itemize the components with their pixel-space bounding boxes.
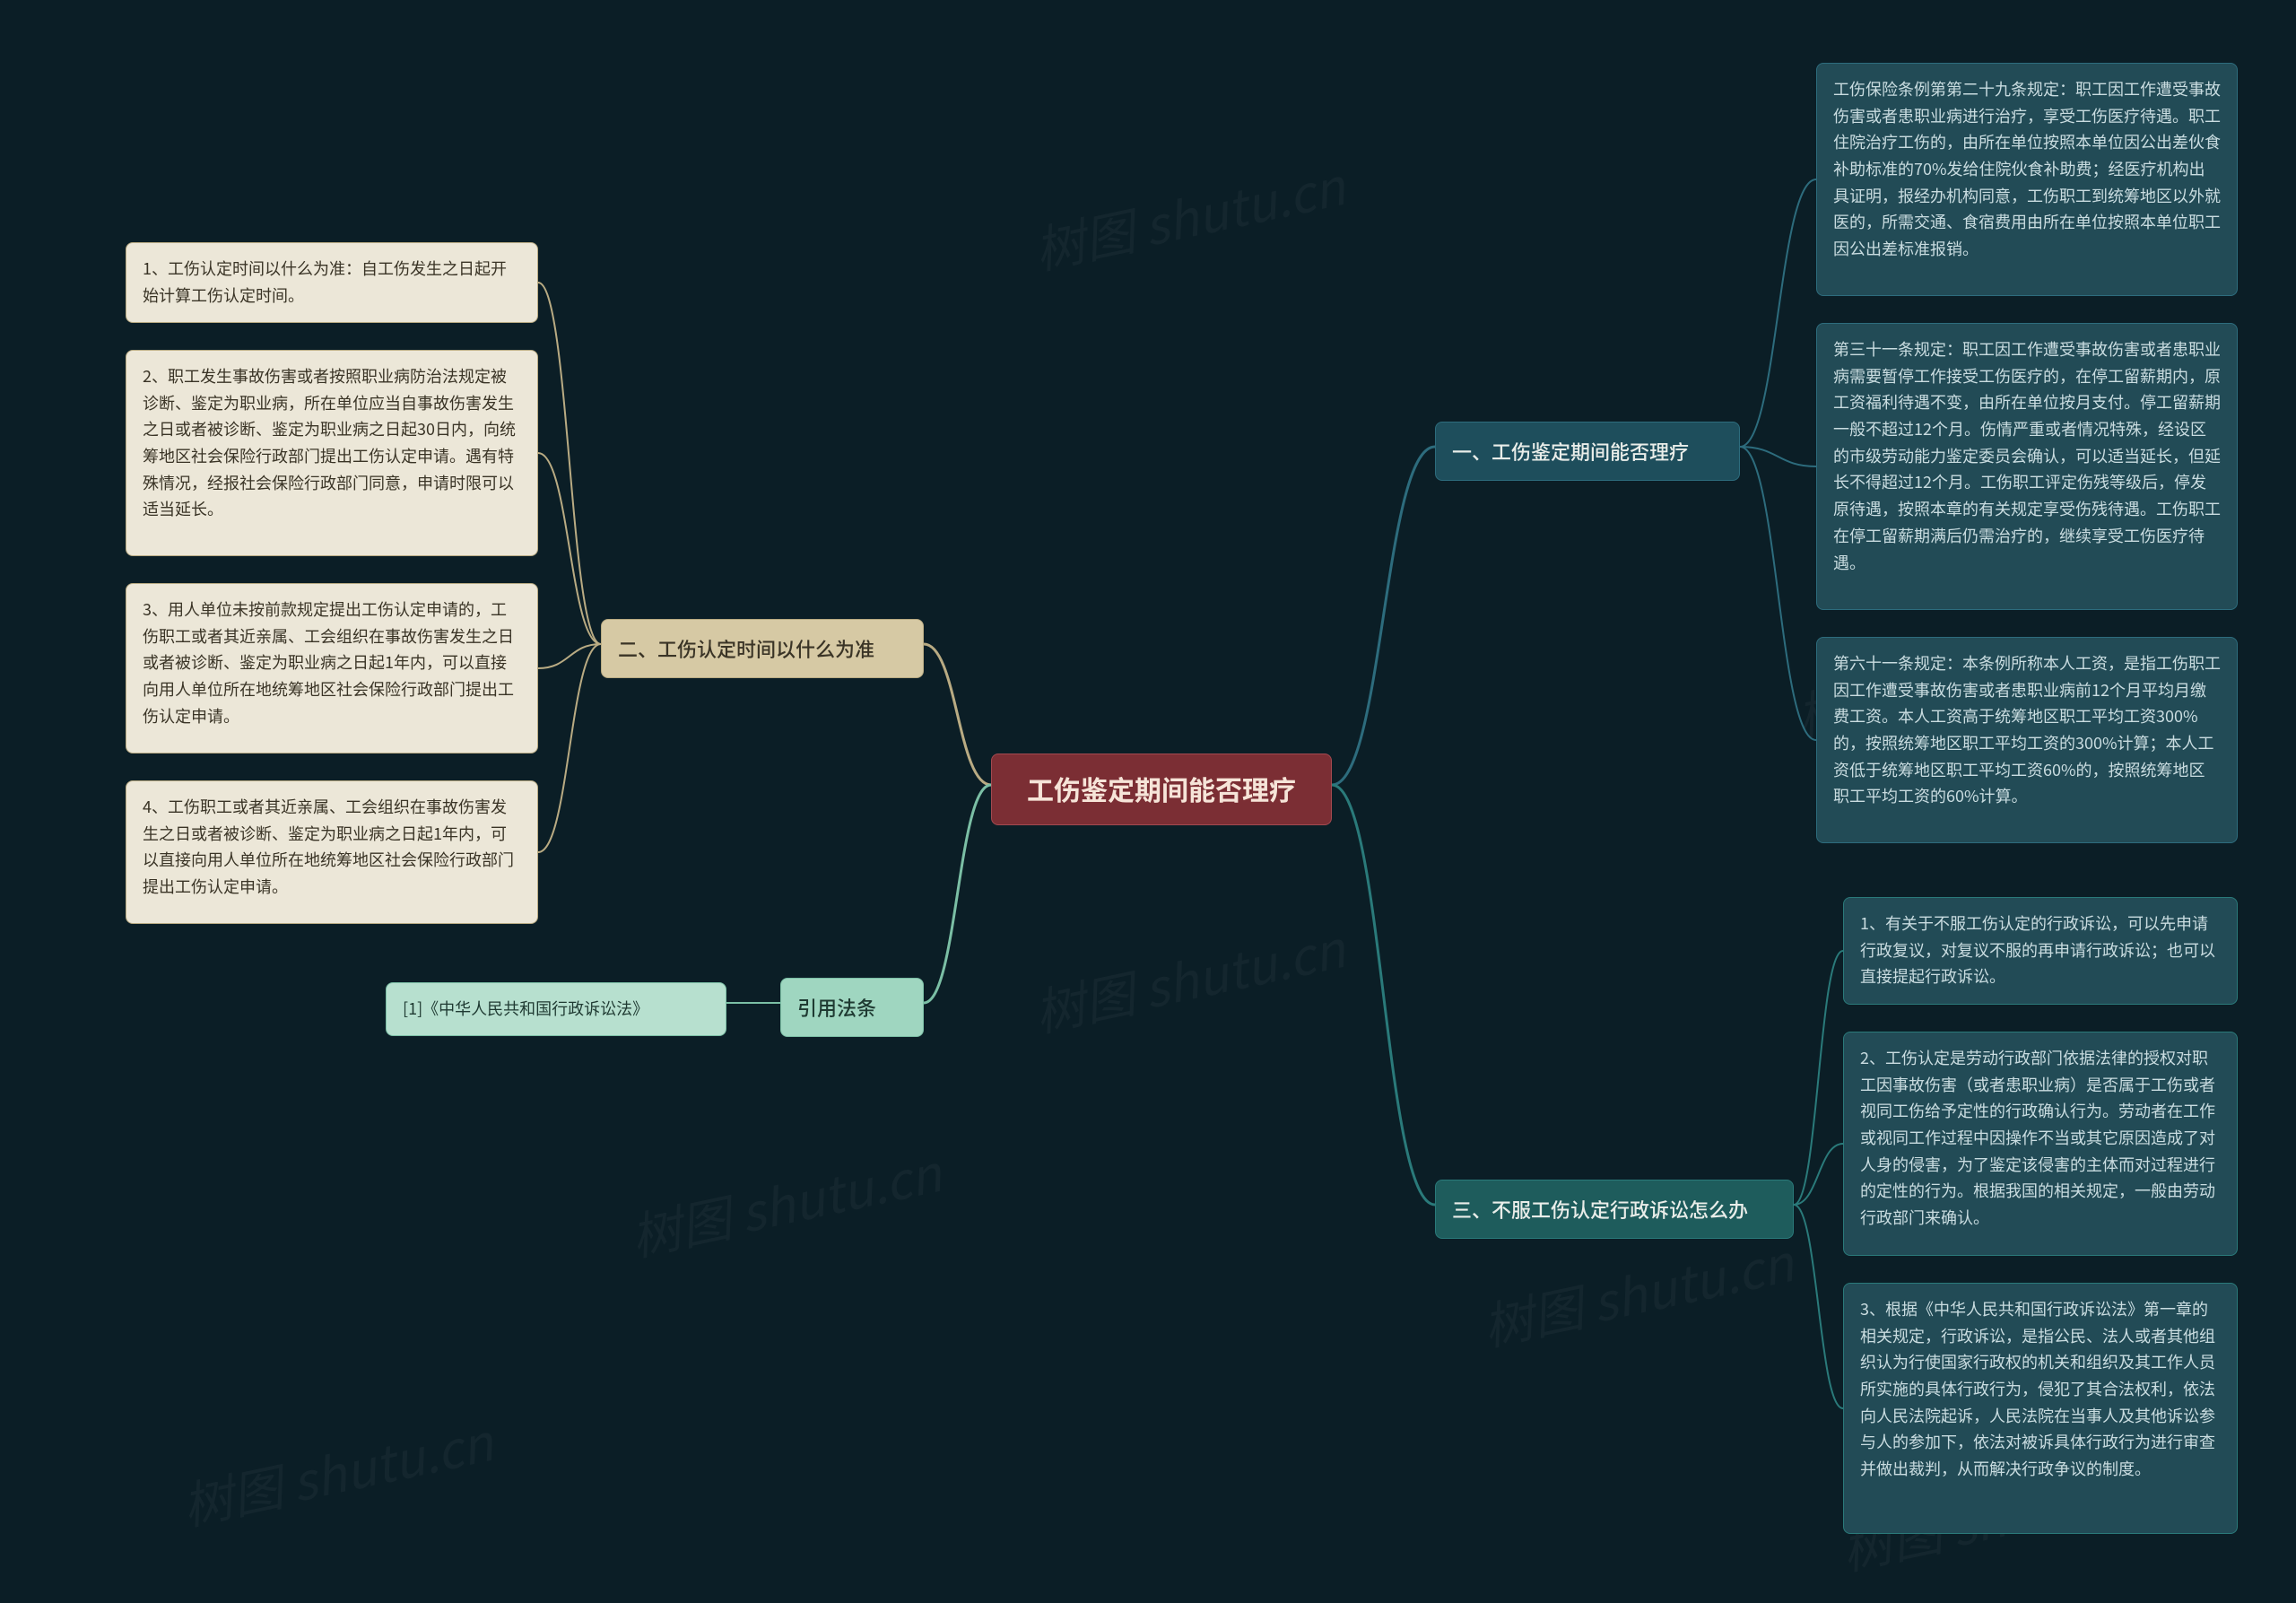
watermark: 树图 shutu.cn <box>1027 910 1351 1046</box>
branch-b1[interactable]: 一、工伤鉴定期间能否理疗 <box>1435 422 1740 481</box>
watermark: 树图 shutu.cn <box>175 1403 499 1539</box>
leaf-b2l4[interactable]: 4、工伤职工或者其近亲属、工会组织在事故伤害发生之日或者被诊断、鉴定为职业病之日… <box>126 780 538 924</box>
leaf-b3l1[interactable]: 1、有关于不服工伤认定的行政诉讼，可以先申请行政复议，对复议不服的再申请行政诉讼… <box>1843 897 2238 1005</box>
branch-b3[interactable]: 三、不服工伤认定行政诉讼怎么办 <box>1435 1180 1794 1239</box>
leaf-b1l3[interactable]: 第六十一条规定：本条例所称本人工资，是指工伤职工因工作遭受事故伤害或者患职业病前… <box>1816 637 2238 843</box>
leaf-b1l2[interactable]: 第三十一条规定：职工因工作遭受事故伤害或者患职业病需要暂停工作接受工伤医疗的，在… <box>1816 323 2238 610</box>
leaf-b3l3-label: 3、根据《中华人民共和国行政诉讼法》第一章的相关规定，行政诉讼，是指公民、法人或… <box>1860 1297 2215 1480</box>
leaf-b1l2-label: 第三十一条规定：职工因工作遭受事故伤害或者患职业病需要暂停工作接受工伤医疗的，在… <box>1833 337 2221 574</box>
leaf-b4l1[interactable]: [1]《中华人民共和国行政诉讼法》 <box>386 982 726 1036</box>
branch-b2[interactable]: 二、工伤认定时间以什么为准 <box>601 619 924 678</box>
central-node-label: 工伤鉴定期间能否理疗 <box>1027 769 1296 808</box>
central-node[interactable]: 工伤鉴定期间能否理疗 <box>991 754 1332 825</box>
leaf-b2l2[interactable]: 2、职工发生事故伤害或者按照职业病防治法规定被诊断、鉴定为职业病，所在单位应当自… <box>126 350 538 556</box>
watermark: 树图 shutu.cn <box>1027 147 1351 283</box>
leaf-b2l3-label: 3、用人单位未按前款规定提出工伤认定申请的，工伤职工或者其近亲属、工会组织在事故… <box>143 597 514 727</box>
leaf-b1l1-label: 工伤保险条例第第二十九条规定：职工因工作遭受事故伤害或者患职业病进行治疗，享受工… <box>1833 77 2221 260</box>
branch-b4-label: 引用法条 <box>797 993 876 1022</box>
leaf-b2l1-label: 1、工伤认定时间以什么为准：自工伤发生之日起开始计算工伤认定时间。 <box>143 257 507 307</box>
branch-b3-label: 三、不服工伤认定行政诉讼怎么办 <box>1452 1195 1748 1224</box>
leaf-b3l1-label: 1、有关于不服工伤认定的行政诉讼，可以先申请行政复议，对复议不服的再申请行政诉讼… <box>1860 911 2215 988</box>
leaf-b3l2-label: 2、工伤认定是劳动行政部门依据法律的授权对职工因事故伤害（或者患职业病）是否属于… <box>1860 1046 2215 1229</box>
mindmap-canvas: 树图 shutu.cn 树图 shutu.cn 树图 shutu.cn 树图 shut… <box>0 0 2296 1603</box>
leaf-b2l3[interactable]: 3、用人单位未按前款规定提出工伤认定申请的，工伤职工或者其近亲属、工会组织在事故… <box>126 583 538 754</box>
leaf-b4l1-label: [1]《中华人民共和国行政诉讼法》 <box>403 997 648 1020</box>
branch-b1-label: 一、工伤鉴定期间能否理疗 <box>1452 437 1689 466</box>
branch-b2-label: 二、工伤认定时间以什么为准 <box>618 634 874 663</box>
leaf-b3l3[interactable]: 3、根据《中华人民共和国行政诉讼法》第一章的相关规定，行政诉讼，是指公民、法人或… <box>1843 1283 2238 1534</box>
leaf-b3l2[interactable]: 2、工伤认定是劳动行政部门依据法律的授权对职工因事故伤害（或者患职业病）是否属于… <box>1843 1032 2238 1256</box>
leaf-b1l3-label: 第六十一条规定：本条例所称本人工资，是指工伤职工因工作遭受事故伤害或者患职业病前… <box>1833 651 2221 807</box>
leaf-b1l1[interactable]: 工伤保险条例第第二十九条规定：职工因工作遭受事故伤害或者患职业病进行治疗，享受工… <box>1816 63 2238 296</box>
leaf-b2l1[interactable]: 1、工伤认定时间以什么为准：自工伤发生之日起开始计算工伤认定时间。 <box>126 242 538 323</box>
watermark: 树图 shutu.cn <box>623 1134 947 1270</box>
watermark: 树图 shutu.cn <box>1475 1224 1799 1360</box>
leaf-b2l2-label: 2、职工发生事故伤害或者按照职业病防治法规定被诊断、鉴定为职业病，所在单位应当自… <box>143 364 516 520</box>
branch-b4[interactable]: 引用法条 <box>780 978 924 1037</box>
leaf-b2l4-label: 4、工伤职工或者其近亲属、工会组织在事故伤害发生之日或者被诊断、鉴定为职业病之日… <box>143 795 514 898</box>
